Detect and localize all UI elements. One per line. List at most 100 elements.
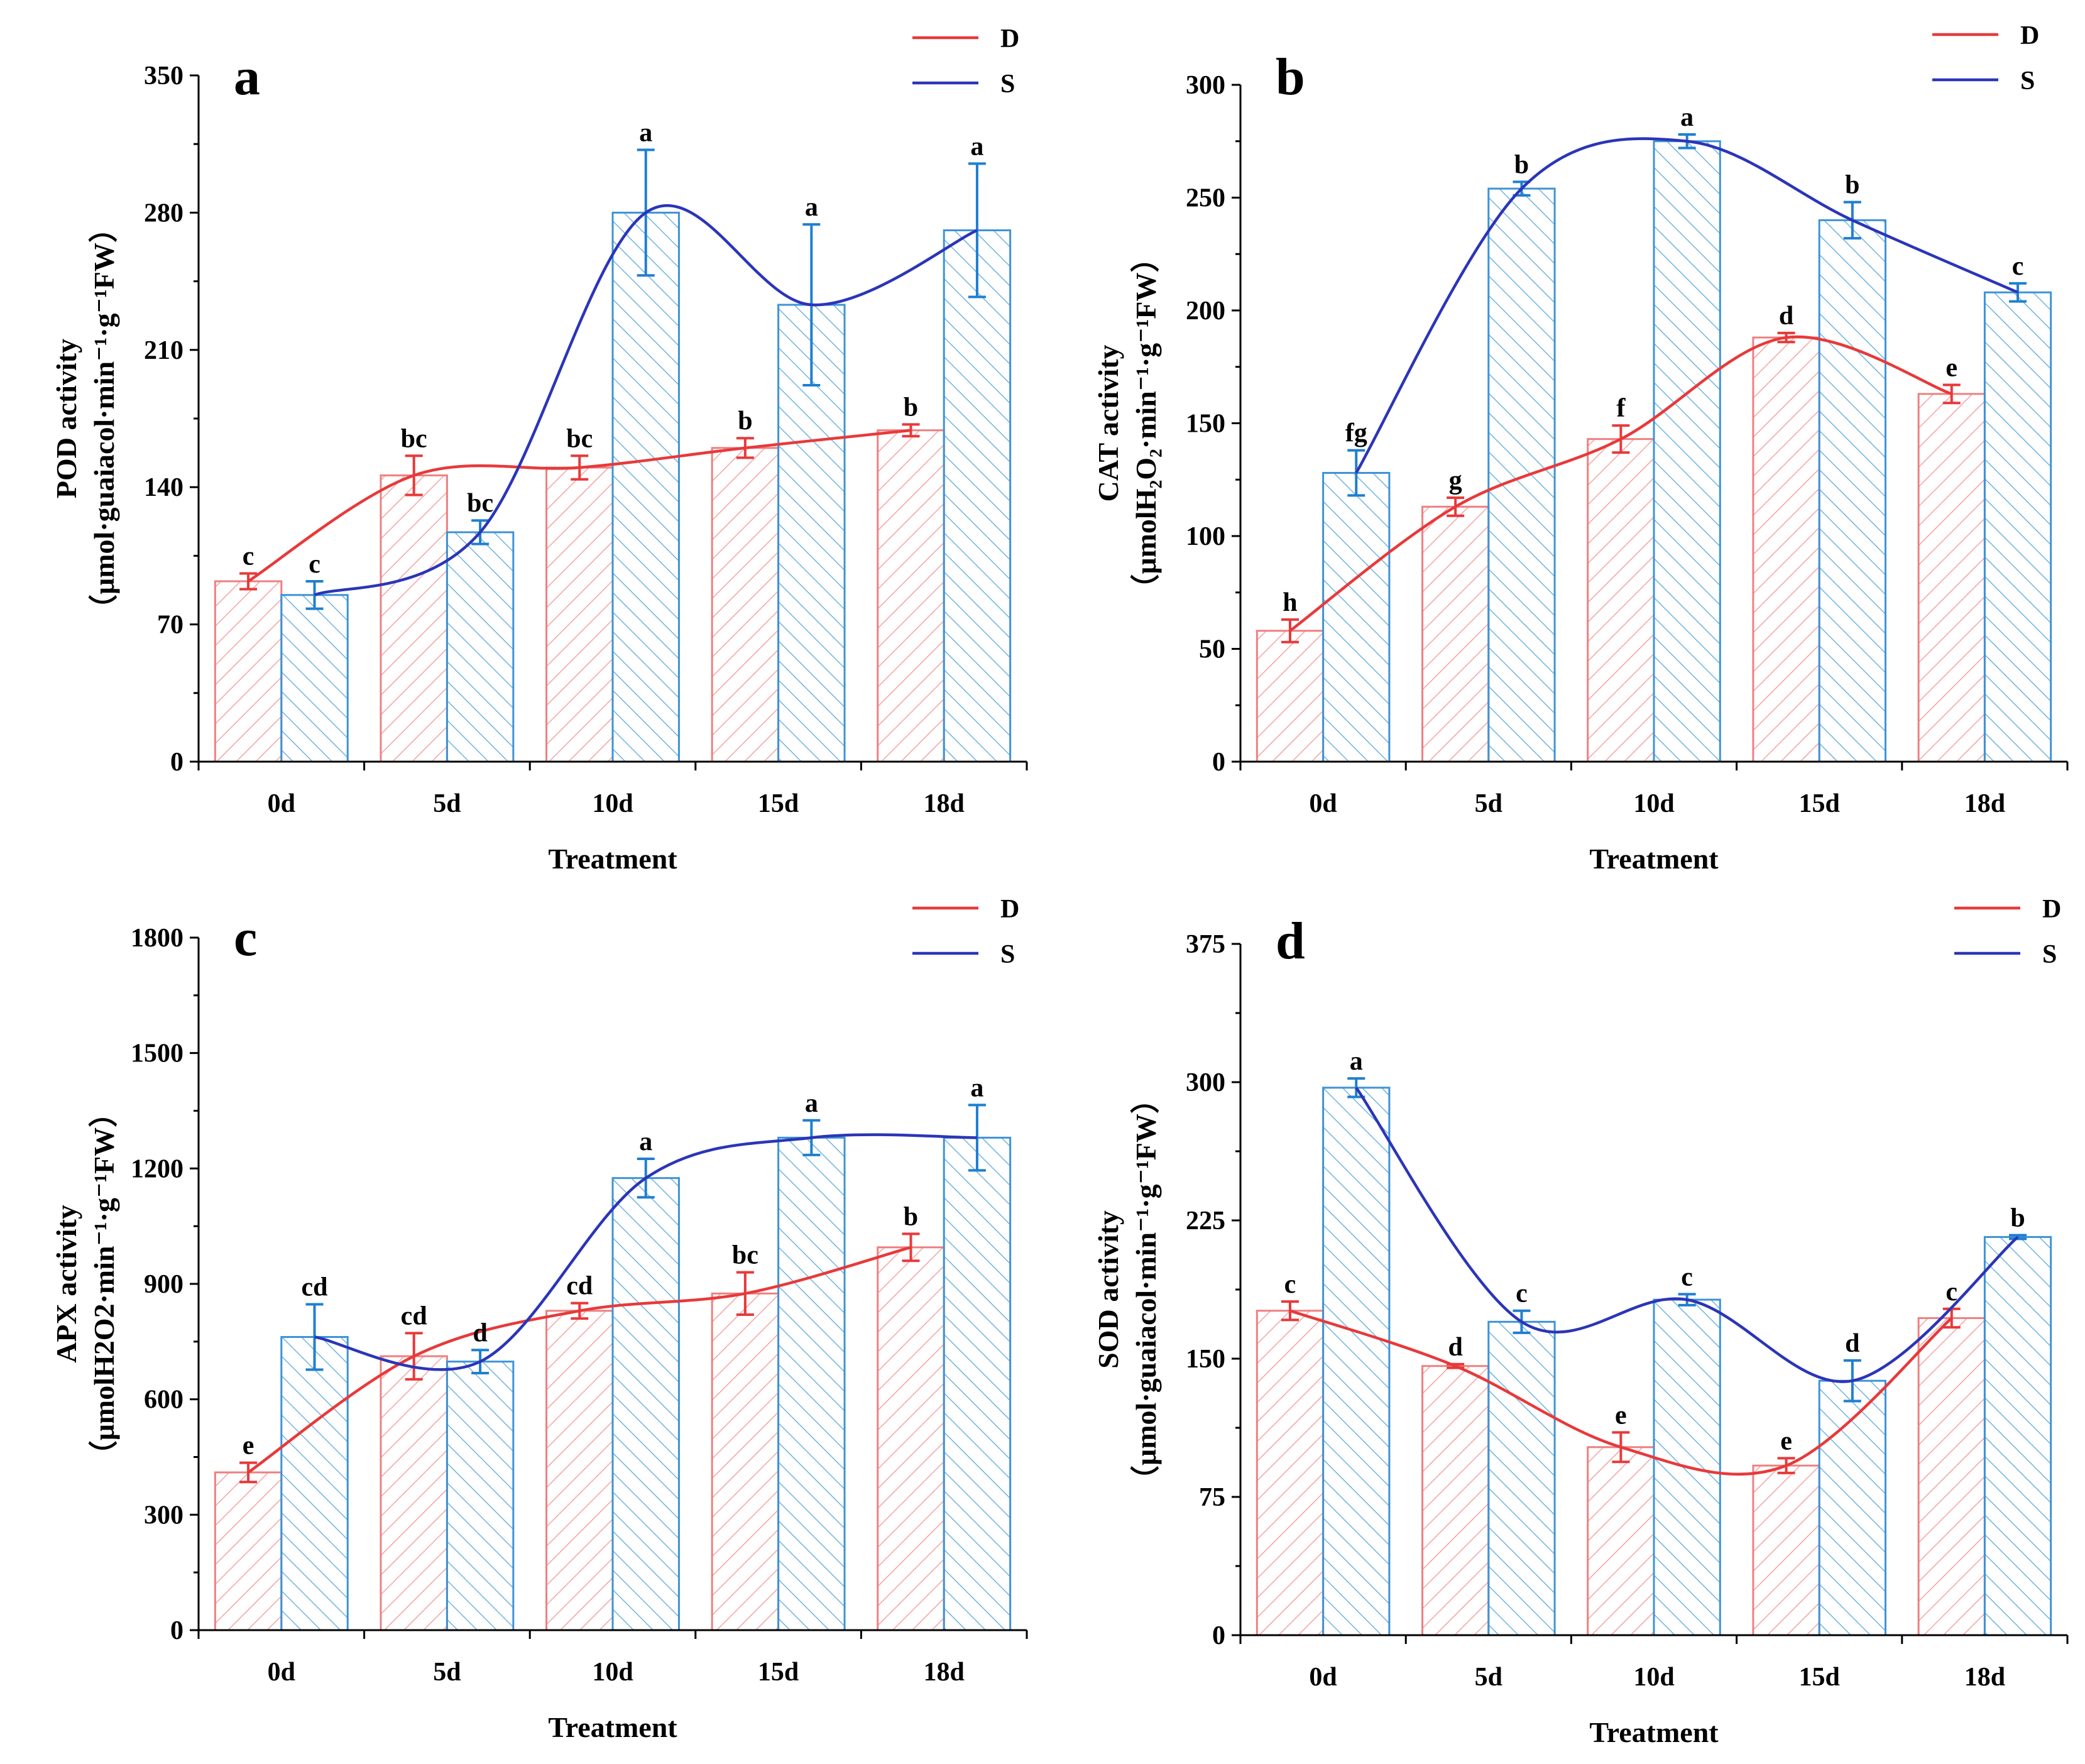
x-tick-label: 15d xyxy=(758,789,799,818)
y-axis-title: APX activity xyxy=(50,1205,82,1363)
sig-label-a-D-15d: b xyxy=(738,407,752,436)
panel-label-c: c xyxy=(234,909,257,967)
series-line-a-S xyxy=(314,204,978,596)
x-tick-label: 18d xyxy=(1964,1663,2005,1692)
y-tick-label: 0 xyxy=(1212,1621,1225,1650)
legend-label-S: S xyxy=(2020,67,2035,96)
x-tick-label: 10d xyxy=(1633,1663,1674,1692)
sig-label-c-S-5d: d xyxy=(473,1318,487,1347)
sig-label-b-D-0d: h xyxy=(1283,588,1297,617)
sig-label-a-D-10d: bc xyxy=(566,424,593,453)
x-tick-label: 10d xyxy=(592,1658,633,1687)
sig-label-c-S-18d: a xyxy=(970,1073,983,1102)
bar-a-D-18d xyxy=(877,429,945,763)
x-axis-title: Treatment xyxy=(548,843,677,875)
y-axis-unit: （μmol·guaiacol·min⁻¹·g⁻¹FW） xyxy=(88,214,120,623)
legend-label-D: D xyxy=(1000,895,1019,924)
sig-label-c-D-5d: cd xyxy=(401,1301,427,1330)
sig-label-b-D-18d: e xyxy=(1945,353,1957,382)
legend-label-D: D xyxy=(2020,21,2039,50)
y-tick-label: 900 xyxy=(144,1270,183,1299)
bar-d-D-15d xyxy=(1752,1464,1820,1636)
y-axis-title: SOD activity xyxy=(1092,1210,1124,1369)
bar-a-S-0d xyxy=(280,594,349,763)
y-tick-label: 300 xyxy=(1186,1068,1225,1097)
series-line-b-S xyxy=(1355,137,2018,474)
sig-label-b-D-5d: g xyxy=(1449,466,1462,495)
sig-label-a-S-18d: a xyxy=(970,132,983,161)
y-axis-unit: （μmolH₂O₂·min⁻¹·g⁻¹FW） xyxy=(1130,244,1162,603)
legend-label-D: D xyxy=(2042,895,2061,924)
bar-d-D-0d xyxy=(1256,1310,1325,1636)
y-tick-label: 1500 xyxy=(131,1039,183,1068)
y-tick-label: 225 xyxy=(1186,1207,1225,1235)
error-bar-c-D-18d xyxy=(902,1232,920,1263)
bar-a-D-0d xyxy=(214,580,283,763)
sig-label-d-S-10d: c xyxy=(1681,1263,1693,1291)
bar-d-D-10d xyxy=(1587,1446,1655,1636)
x-tick-label: 15d xyxy=(1799,789,1840,818)
x-tick-label: 0d xyxy=(268,1658,295,1687)
y-tick-label: 75 xyxy=(1199,1483,1225,1512)
y-axis-title: CAT activity xyxy=(1092,345,1124,502)
bar-c-S-5d xyxy=(446,1361,515,1631)
y-tick-label: 1800 xyxy=(131,924,183,953)
x-tick-label: 5d xyxy=(433,789,461,818)
y-tick-label: 210 xyxy=(144,336,183,365)
sig-label-b-S-15d: b xyxy=(1845,171,1859,200)
error-bar-b-S-18d xyxy=(2009,282,2027,303)
sig-label-b-S-10d: a xyxy=(1680,103,1694,132)
bar-b-D-0d xyxy=(1256,630,1325,763)
x-tick-label: 15d xyxy=(1799,1663,1840,1692)
y-axis-unit: （μmolH2O2·min⁻¹·g⁻¹FW） xyxy=(88,1098,120,1469)
y-tick-label: 50 xyxy=(1199,635,1225,664)
x-tick-label: 5d xyxy=(1475,1663,1502,1692)
sig-label-b-D-10d: f xyxy=(1616,394,1626,423)
bar-b-S-15d xyxy=(1818,219,1886,763)
bar-d-D-5d xyxy=(1421,1365,1490,1636)
x-axis-title: Treatment xyxy=(548,1711,677,1743)
bar-d-S-18d xyxy=(1983,1235,2052,1636)
bar-a-S-18d xyxy=(943,229,1012,763)
sig-label-c-D-0d: e xyxy=(243,1432,254,1460)
bar-a-D-15d xyxy=(711,447,780,763)
bar-a-D-5d xyxy=(380,474,448,763)
y-tick-label: 280 xyxy=(144,199,183,227)
bar-b-D-5d xyxy=(1421,505,1490,763)
sig-label-a-S-15d: a xyxy=(805,193,818,222)
error-bar-a-S-0d xyxy=(305,579,324,610)
legend-a: DS xyxy=(912,25,1019,99)
y-tick-label: 375 xyxy=(1186,930,1225,959)
x-tick-label: 18d xyxy=(1964,789,2005,818)
x-tick-label: 10d xyxy=(1633,789,1674,818)
y-tick-label: 300 xyxy=(144,1501,183,1530)
bar-c-D-18d xyxy=(877,1246,945,1631)
sig-label-b-S-18d: c xyxy=(2012,252,2024,281)
y-tick-label: 600 xyxy=(144,1386,183,1415)
sig-label-d-D-15d: e xyxy=(1780,1427,1792,1455)
legend-c: DS xyxy=(912,895,1019,969)
bar-c-S-15d xyxy=(777,1136,846,1631)
y-tick-label: 350 xyxy=(144,62,183,90)
bar-d-S-0d xyxy=(1322,1087,1391,1636)
series-line-a-D xyxy=(247,429,911,583)
sig-label-c-D-18d: b xyxy=(904,1202,918,1231)
sig-label-c-S-0d: cd xyxy=(302,1273,328,1301)
bar-b-D-18d xyxy=(1917,393,1986,763)
y-tick-label: 70 xyxy=(157,611,183,640)
y-tick-label: 300 xyxy=(1186,71,1225,100)
sig-label-c-D-15d: bc xyxy=(732,1241,758,1270)
legend-label-S: S xyxy=(2042,940,2057,969)
chart-panel-d: c d e e c a c c d b 0 75 150 225 300 375 0d 5d 10d 15d 18d Tr… xyxy=(1092,895,2069,1748)
sig-label-c-D-10d: cd xyxy=(566,1272,593,1301)
series-line-c-S xyxy=(314,1133,977,1371)
sig-label-d-S-0d: a xyxy=(1350,1047,1363,1076)
sig-label-b-D-15d: d xyxy=(1779,302,1793,331)
panel-label-a: a xyxy=(234,48,260,106)
legend-label-D: D xyxy=(1000,25,1019,53)
bar-b-S-10d xyxy=(1653,140,1721,763)
sig-label-c-S-15d: a xyxy=(805,1089,818,1118)
series-line-c-D xyxy=(247,1246,912,1474)
